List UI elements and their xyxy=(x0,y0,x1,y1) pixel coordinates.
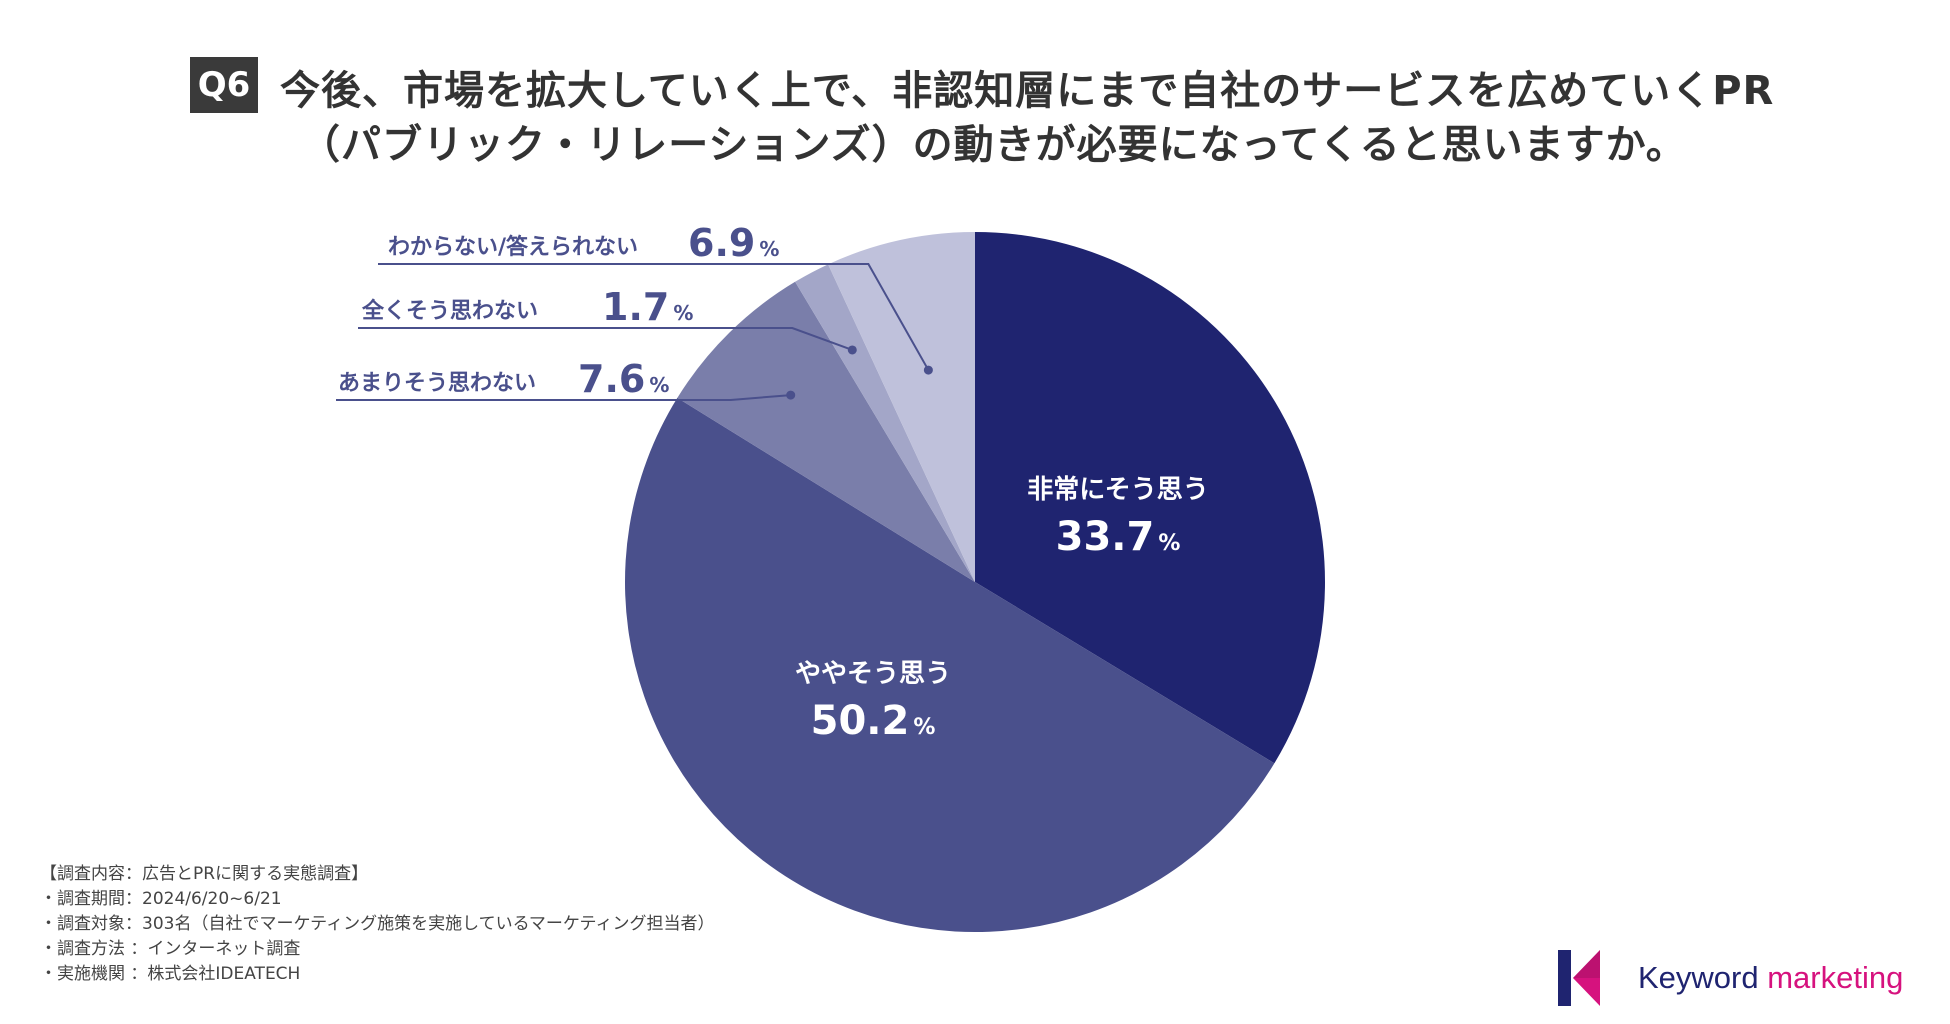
callout-dot-not-at-all xyxy=(847,345,857,355)
pie-slice-not-very-likely xyxy=(677,281,975,582)
slice-label-not-at-all: 全くそう思わない xyxy=(361,298,538,324)
slice-label-dont-know: わからない/答えられない xyxy=(388,234,638,260)
slice-value-not-at-all: 1.7% xyxy=(602,285,693,329)
footnote-line: ・調査対象：303名（自社でマーケティング施策を実施しているマーケティング担当者… xyxy=(40,914,715,934)
callout-dot-not-very-likely xyxy=(786,390,796,400)
logo-word-marketing: marketing xyxy=(1767,960,1904,995)
slice-label-very-likely: 非常にそう思う xyxy=(1027,475,1208,505)
logo-wordmark: Keyword marketing xyxy=(1638,960,1903,996)
footnote-line: ・調査方法 ：インターネット調査 xyxy=(40,939,301,959)
pie-slice-somewhat-likely xyxy=(624,397,1275,933)
callout-dot-dont-know xyxy=(923,365,933,375)
callout-line-not-at-all xyxy=(358,327,853,351)
pie-slice-not-at-all xyxy=(795,264,975,582)
pie-slice-dont-know xyxy=(828,232,975,582)
slice-value-very-likely: 33.7% xyxy=(1056,514,1181,560)
chart-title-line-1: 今後、市場を拡大していく上で、非認知層にまで自社のサービスを広めていくPR xyxy=(280,68,1775,114)
pie-slice-very-likely xyxy=(975,232,1325,764)
slice-value-somewhat-likely: 50.2% xyxy=(811,698,936,744)
callout-line-dont-know xyxy=(378,263,930,371)
logo-mark-icon xyxy=(1558,950,1600,1006)
survey-footnotes: 【調査内容：広告とPRに関する実態調査】 ・調査期間：2024/6/20~6/2… xyxy=(40,862,715,987)
slice-value-dont-know: 6.9% xyxy=(688,221,779,265)
keyword-marketing-logo: Keyword marketing xyxy=(1556,948,1903,1008)
logo-word-keyword: Keyword xyxy=(1638,960,1759,995)
slice-label-somewhat-likely: ややそう思う xyxy=(795,659,951,689)
footnote-line: ・調査期間：2024/6/20~6/21 xyxy=(40,889,282,909)
footnote-line: ・実施機関 ：株式会社IDEATECH xyxy=(40,964,301,984)
chart-title-line-2: （パブリック・リレーションズ）の動きが必要になってくると思いますか。 xyxy=(300,122,1687,168)
slice-value-not-very-likely: 7.6% xyxy=(578,357,669,401)
footnote-line: 【調査内容：広告とPRに関する実態調査】 xyxy=(40,864,369,884)
callout-line-not-very-likely xyxy=(336,394,791,401)
question-badge: Q6 xyxy=(190,57,258,113)
slice-label-not-very-likely: あまりそう思わない xyxy=(338,371,536,396)
